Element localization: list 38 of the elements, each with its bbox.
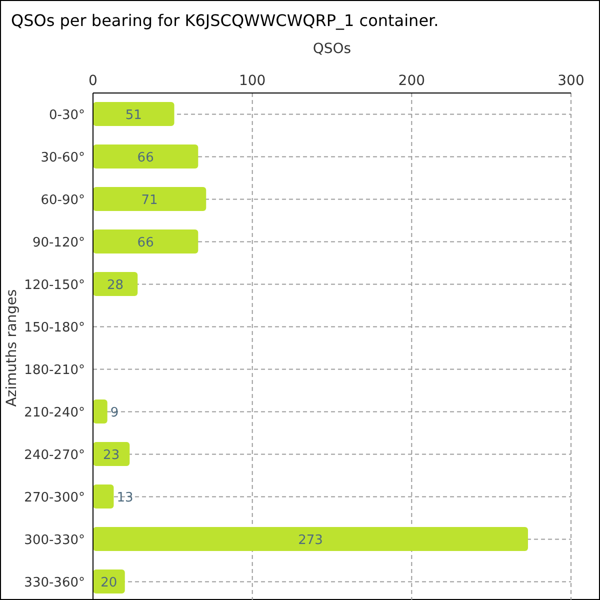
y-axis-title: Azimuths ranges	[4, 289, 20, 407]
data-label: 23	[103, 448, 120, 463]
bar	[93, 102, 174, 126]
bar	[93, 527, 528, 551]
x-tick-label: 200	[398, 73, 426, 89]
chart-title: QSOs per bearing for K6JSCQWWCWQRP_1 container.	[11, 11, 439, 30]
bar	[93, 272, 138, 296]
x-tick-label: 0	[88, 73, 98, 89]
data-label: 51	[125, 108, 142, 123]
data-label: 13	[116, 490, 134, 506]
data-label: 20	[100, 576, 118, 590]
bar	[93, 442, 130, 466]
data-label: 71	[141, 193, 158, 208]
y-tick-label: 210-240°	[24, 405, 85, 420]
y-tick-label: 150-180°	[24, 320, 85, 336]
y-tick-label: 300-330°	[24, 532, 85, 548]
x-axis-title: QSOs	[312, 40, 352, 57]
y-tick-label: 120-150°	[24, 278, 85, 293]
y-tick-label: 240-270°	[24, 448, 85, 463]
y-tick-label: 30-60°	[40, 150, 85, 166]
x-tick-label: 100	[238, 73, 266, 89]
bar	[93, 187, 206, 211]
data-label: 9	[110, 406, 119, 420]
bar	[93, 400, 108, 424]
bar	[93, 230, 198, 254]
bar	[93, 484, 114, 508]
y-tick-label: 0-30°	[48, 108, 85, 123]
y-tick-label: 270-300°	[24, 490, 85, 506]
y-tick-label: 180-210°	[24, 362, 85, 378]
bar	[93, 144, 198, 168]
x-tick-label: 300	[558, 73, 584, 89]
y-tick-label: 330-360°	[24, 575, 85, 590]
y-tick-label: 90-120°	[32, 235, 85, 250]
data-label: 273	[298, 533, 323, 548]
data-label: 66	[137, 150, 154, 166]
y-tick-label: 60-90°	[40, 192, 85, 208]
data-label: 66	[137, 236, 154, 250]
data-label: 28	[107, 278, 124, 293]
